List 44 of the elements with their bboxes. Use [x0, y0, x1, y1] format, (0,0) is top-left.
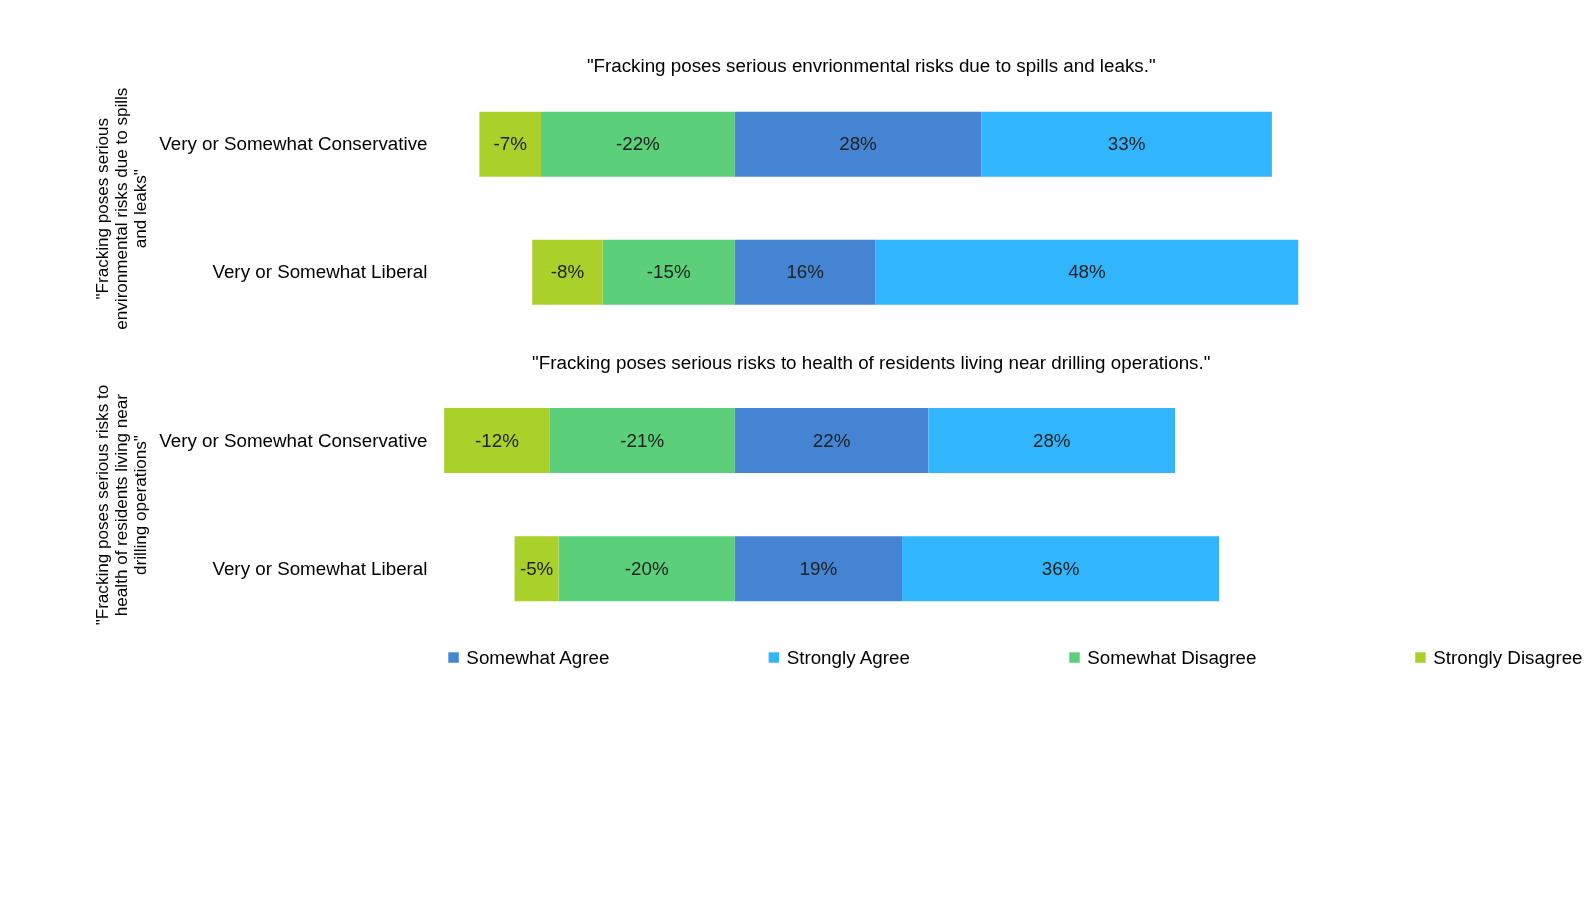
bar	[541, 111, 735, 177]
data-label: -20%	[624, 557, 669, 579]
bar	[549, 408, 735, 474]
data-label: -15%	[646, 261, 691, 283]
chart-title: "Fracking poses serious risks to health of residents living near drilling operations."	[532, 351, 1211, 373]
bar	[602, 239, 735, 305]
y-tick-label: Very or Somewhat Conservative	[159, 429, 428, 451]
y-axis-title: "Fracking poses serious risks to health of residents living near drilling operations"	[93, 384, 150, 626]
bar	[902, 536, 1220, 602]
bar	[734, 536, 903, 602]
data-label: -5%	[519, 557, 554, 579]
data-label: -12%	[475, 429, 520, 451]
data-label: 36%	[1041, 557, 1080, 579]
bar	[928, 408, 1176, 474]
legend-label: Somewhat Agree	[466, 646, 610, 668]
bar	[734, 239, 876, 305]
y-tick-label: Very or Somewhat Liberal	[212, 261, 428, 283]
bar	[479, 111, 542, 177]
bar	[514, 536, 559, 602]
data-label: 33%	[1107, 133, 1146, 155]
data-label: 48%	[1068, 261, 1107, 283]
data-label: -21%	[620, 429, 665, 451]
bar	[734, 111, 982, 177]
data-label: -7%	[493, 133, 528, 155]
bar	[875, 239, 1299, 305]
chart-title: "Fracking poses serious envrionmental risks due to spills and leaks."	[586, 55, 1156, 77]
data-label: 28%	[839, 133, 878, 155]
data-label: -8%	[550, 261, 585, 283]
data-label: -22%	[615, 133, 661, 155]
legend-label: Strongly Agree	[786, 646, 910, 668]
bar	[558, 536, 735, 602]
bar	[734, 408, 929, 474]
bar	[532, 239, 603, 305]
data-label: 19%	[799, 557, 838, 579]
legend-label: Somewhat Disagree	[1087, 646, 1257, 668]
legend-label: Strongly Disagree	[1433, 646, 1583, 668]
data-label: 16%	[786, 261, 825, 283]
y-axis-title: "Fracking poses serious environmental risks due to spills and leaks"	[93, 87, 150, 330]
y-tick-label: Very or Somewhat Liberal	[212, 557, 428, 579]
y-tick-label: Very or Somewhat Conservative	[159, 133, 428, 155]
data-label: 28%	[1032, 429, 1071, 451]
bar	[981, 111, 1272, 177]
data-label: 22%	[812, 429, 851, 451]
bar	[444, 408, 550, 474]
